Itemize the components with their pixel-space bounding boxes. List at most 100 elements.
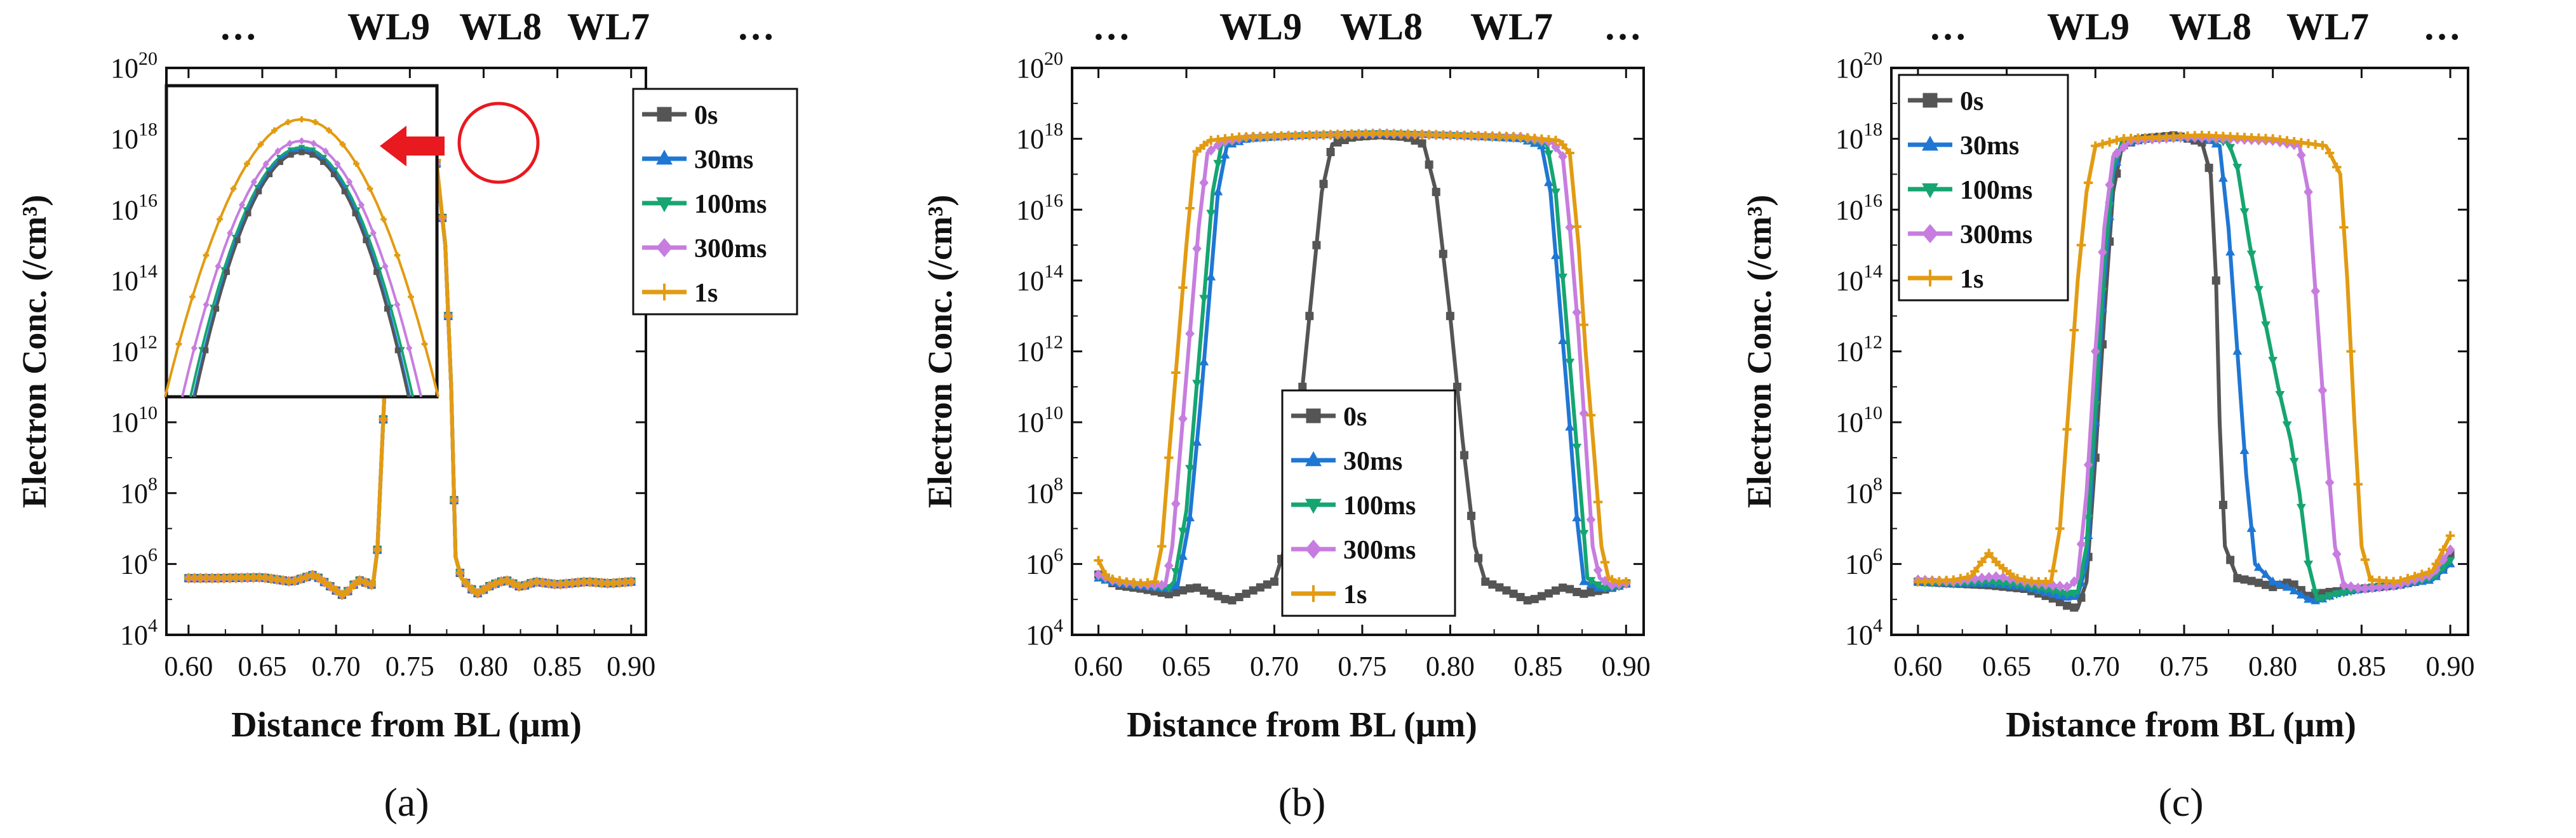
inset-data-point: [256, 189, 262, 195]
inset-data-point: [285, 119, 292, 126]
data-point: [490, 579, 500, 589]
y-tick-label: 104: [1845, 615, 1882, 651]
data-point: [1164, 560, 1174, 571]
y-tick-label: 1012: [111, 332, 158, 368]
y-tick-label: 1020: [1835, 48, 1882, 84]
y-tick-exponent: 4: [1873, 615, 1882, 636]
wordline-label-wl7: WL7: [2286, 6, 2369, 48]
data-point: [1559, 583, 1567, 592]
y-tick-base: 10: [1835, 265, 1863, 296]
y-tick-exponent: 14: [1863, 261, 1882, 282]
y-tick-base: 10: [1835, 336, 1863, 368]
y-tick-label: 108: [1026, 474, 1063, 509]
legend: 0s 30ms 100ms 300ms 1s: [1898, 74, 2069, 302]
data-point: [1572, 222, 1581, 232]
legend-label-100ms: 100ms: [1960, 176, 2032, 205]
inset-data-point: [312, 119, 319, 126]
legend: 0s 30ms 100ms 300ms 1s: [1281, 389, 1456, 617]
y-tick-base: 10: [1016, 265, 1044, 296]
y-tick-base: 10: [1845, 478, 1873, 509]
y-tick-base: 10: [120, 549, 148, 580]
inset-data-point: [250, 178, 257, 186]
y-tick-label: 106: [1026, 544, 1063, 580]
data-point: [455, 568, 465, 578]
inset-data-point: [384, 305, 390, 312]
data-point: [2318, 594, 2328, 603]
inset-data-point: [394, 300, 401, 309]
data-point: [1242, 589, 1251, 598]
data-point: [1213, 159, 1223, 169]
wordline-ellipsis: …: [737, 6, 775, 48]
data-point: [1565, 422, 1575, 431]
legend-label-100ms: 100ms: [694, 190, 767, 219]
data-point: [2445, 557, 2455, 566]
wordline-label-wl8: WL8: [2169, 6, 2251, 48]
data-point: [443, 311, 453, 321]
y-tick-label: 1014: [111, 261, 158, 296]
x-axis-label: Distance from BL (μm): [1127, 705, 1477, 745]
inset-data-point: [203, 252, 210, 258]
data-point: [1600, 557, 1610, 567]
data-point: [1488, 580, 1497, 589]
data-point: [1977, 572, 1987, 583]
legend-marker: [656, 237, 673, 258]
inset-data-point: [215, 262, 222, 270]
data-point: [1495, 583, 1504, 592]
data-point: [2239, 208, 2250, 217]
data-point: [1523, 596, 1532, 605]
y-tick-exponent: 16: [138, 190, 158, 211]
inset-data-point: [322, 147, 329, 156]
data-point: [373, 545, 382, 555]
data-point: [1256, 583, 1265, 592]
data-point: [1094, 555, 1103, 565]
inset-data-point: [262, 160, 269, 168]
y-tick-exponent: 20: [1044, 48, 1063, 69]
data-point: [1467, 512, 1476, 521]
inset-data-point: [326, 127, 332, 134]
y-tick-exponent: 12: [138, 332, 158, 353]
inset-data-point: [394, 252, 401, 258]
data-point: [1178, 551, 1188, 560]
data-point: [1108, 575, 1117, 584]
data-point: [520, 580, 530, 590]
data-point: [1572, 307, 1582, 318]
y-tick-exponent: 20: [1863, 48, 1882, 69]
y-tick-base: 10: [111, 407, 138, 438]
data-point: [1178, 528, 1188, 536]
y-tick-label: 1020: [111, 48, 158, 84]
y-tick-label: 1016: [111, 190, 158, 225]
legend-label-100ms: 100ms: [1343, 491, 1416, 521]
data-point: [2324, 592, 2335, 601]
data-point: [1199, 140, 1209, 150]
data-point: [2367, 582, 2377, 594]
data-point: [2041, 577, 2051, 587]
data-point: [1991, 571, 2001, 582]
inset-data-point: [320, 159, 326, 165]
inset-data-point: [230, 185, 237, 192]
data-point: [1186, 584, 1195, 593]
data-point: [1593, 497, 1603, 507]
data-point: [2062, 425, 2072, 434]
data-point: [2253, 562, 2264, 571]
data-point: [1593, 564, 1603, 576]
data-point: [1481, 577, 1490, 586]
data-point: [2339, 580, 2349, 591]
data-point: [1192, 437, 1202, 446]
y-tick-base: 10: [1016, 53, 1044, 84]
inset-data-point: [299, 116, 305, 123]
data-point: [1991, 557, 2001, 567]
y-tick-label: 1018: [1016, 119, 1063, 155]
y-tick-base: 10: [1016, 194, 1044, 225]
wordline-ellipsis: …: [1092, 6, 1130, 48]
data-point: [1439, 249, 1447, 258]
inset-data-point: [267, 171, 273, 178]
data-point: [1509, 589, 1518, 598]
data-point: [1949, 575, 1958, 585]
data-point: [2331, 590, 2342, 599]
data-point: [2226, 555, 2235, 564]
y-tick-label: 108: [120, 474, 158, 509]
data-point: [2246, 523, 2257, 532]
data-point: [1150, 577, 1160, 587]
data-point: [1178, 586, 1187, 595]
